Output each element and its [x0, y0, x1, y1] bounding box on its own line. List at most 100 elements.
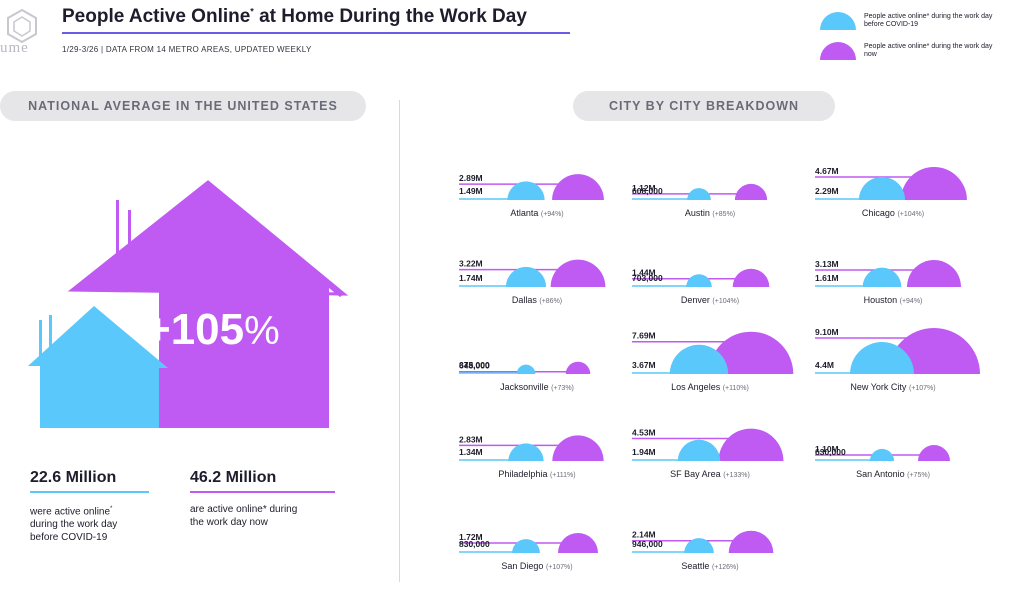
- national-change-unit: %: [244, 309, 280, 353]
- national-now-rule: [190, 491, 335, 493]
- legend-label-before: People active online* during the work da…: [864, 13, 993, 28]
- national-before-desc-3: before COVID-19: [30, 532, 108, 544]
- value-now-austin: 1.12M: [632, 183, 656, 193]
- bar-now-denver: [732, 268, 770, 287]
- bar-now-philadelphia: [552, 435, 604, 461]
- city-pct-san-diego: (+107%): [546, 564, 573, 571]
- city-name-dallas: Dallas: [512, 295, 540, 305]
- bar-before-seattle: [684, 538, 714, 553]
- city-name-seattle: Seattle: [681, 561, 712, 571]
- page-title-mark: *: [250, 6, 254, 17]
- city-pct-chicago: (+104%): [897, 211, 924, 218]
- brand-logo-icon: [7, 8, 37, 44]
- value-before-philadelphia: 1.34M: [459, 447, 483, 457]
- bar-before-chicago: [858, 176, 906, 200]
- city-pct-philadelphia: (+111%): [550, 472, 576, 479]
- bar-now-jacksonville: [565, 361, 591, 374]
- value-before-austin: 608,000: [632, 186, 663, 196]
- city-name-houston: Houston: [864, 295, 900, 305]
- bar-before-dallas: [505, 266, 547, 287]
- value-before-new-york-city: 4.4M: [815, 360, 834, 370]
- city-name-atlanta: Atlanta: [510, 208, 541, 218]
- small-chimney-line-2: [49, 315, 52, 360]
- chimney-line-2: [128, 210, 131, 270]
- value-before-seattle: 946,000: [632, 539, 663, 549]
- legend-swatch-before: [820, 12, 856, 30]
- city-name-san-diego: San Diego: [501, 561, 546, 571]
- bar-before-jacksonville: [516, 364, 536, 374]
- value-now-chicago: 4.67M: [815, 166, 839, 176]
- city-label-philadelphia: Philadelphia (+111%): [498, 469, 575, 479]
- national-before-desc-1: were active online: [30, 506, 111, 518]
- legend-item-now: People active online* during the work da…: [820, 42, 1004, 60]
- city-label-chicago: Chicago (+104%): [862, 208, 924, 218]
- value-before-san-diego: 830,000: [459, 539, 490, 549]
- city-label-sf-bay-area: SF Bay Area (+133%): [670, 469, 750, 479]
- national-change-label: +105%: [145, 305, 280, 354]
- national-change-number: +105: [145, 305, 244, 354]
- city-group-chicago: 4.67M 2.29M Chicago (+104%): [815, 166, 967, 218]
- city-group-houston: 3.13M 1.61M Houston (+94%): [815, 259, 961, 305]
- national-before-desc-2: during the work day: [30, 519, 118, 531]
- legend-item-before: People active online* during the work da…: [820, 12, 1004, 30]
- bar-now-austin: [734, 183, 768, 200]
- bar-before-philadelphia: [508, 443, 544, 461]
- city-group-sf-bay-area: 4.53M 1.94M SF Bay Area (+133%): [632, 428, 784, 479]
- city-name-san-antonio: San Antonio: [856, 469, 907, 479]
- city-pct-san-antonio: (+75%): [907, 472, 930, 479]
- national-now-desc: are active online* during the work day no…: [190, 503, 350, 529]
- chimney-line-1: [116, 200, 119, 270]
- bar-now-san-diego: [558, 533, 598, 553]
- city-label-new-york-city: New York City (+107%): [850, 382, 935, 392]
- brand-logo-text: ume: [0, 40, 29, 56]
- national-before-rule: [30, 491, 149, 493]
- value-before-jacksonville: 375,000: [459, 360, 490, 370]
- national-now-desc-2: the work day now: [190, 517, 268, 528]
- bar-now-houston: [907, 260, 961, 287]
- city-name-chicago: Chicago: [862, 208, 898, 218]
- national-now-desc-1: are active online* during: [190, 504, 298, 515]
- city-pct-los-angeles: (+110%): [723, 385, 749, 392]
- city-label-san-antonio: San Antonio (+75%): [856, 469, 930, 479]
- value-now-atlanta: 2.89M: [459, 173, 483, 183]
- house-now: [72, 182, 344, 428]
- value-before-los-angeles: 3.67M: [632, 360, 656, 370]
- value-before-houston: 1.61M: [815, 273, 839, 283]
- bar-before-denver: [686, 274, 712, 287]
- bar-now-atlanta: [552, 174, 604, 200]
- value-before-san-antonio: 630,000: [815, 447, 846, 457]
- city-label-jacksonville: Jacksonville (+73%): [500, 382, 574, 392]
- city-pct-jacksonville: (+73%): [551, 385, 574, 392]
- bar-before-los-angeles: [669, 344, 729, 374]
- house-now-roof: [67, 180, 349, 296]
- value-before-dallas: 1.74M: [459, 273, 483, 283]
- national-before-value: 22.6 Million: [30, 469, 117, 486]
- city-name-sf-bay-area: SF Bay Area: [670, 469, 723, 479]
- value-now-houston: 3.13M: [815, 259, 839, 269]
- city-name-jacksonville: Jacksonville: [500, 382, 551, 392]
- city-pct-sf-bay-area: (+133%): [723, 472, 750, 479]
- city-group-dallas: 3.22M 1.74M Dallas (+86%): [459, 259, 606, 305]
- bar-before-san-diego: [512, 539, 540, 553]
- city-name-new-york-city: New York City: [850, 382, 909, 392]
- value-before-denver: 703,000: [632, 273, 663, 283]
- bar-now-chicago: [901, 167, 967, 200]
- value-now-san-diego: 1.72M: [459, 532, 483, 542]
- city-label-los-angeles: Los Angeles (+110%): [671, 382, 749, 392]
- city-label-houston: Houston (+94%): [864, 295, 923, 305]
- city-name-los-angeles: Los Angeles: [671, 382, 723, 392]
- bar-now-los-angeles: [708, 331, 794, 374]
- city-pct-austin: (+85%): [712, 211, 735, 218]
- city-pct-denver: (+104%): [712, 298, 739, 305]
- bar-now-sf-bay-area: [718, 428, 784, 461]
- city-name-denver: Denver: [681, 295, 713, 305]
- bar-before-sf-bay-area: [677, 439, 721, 461]
- city-label-san-diego: San Diego (+107%): [501, 561, 572, 571]
